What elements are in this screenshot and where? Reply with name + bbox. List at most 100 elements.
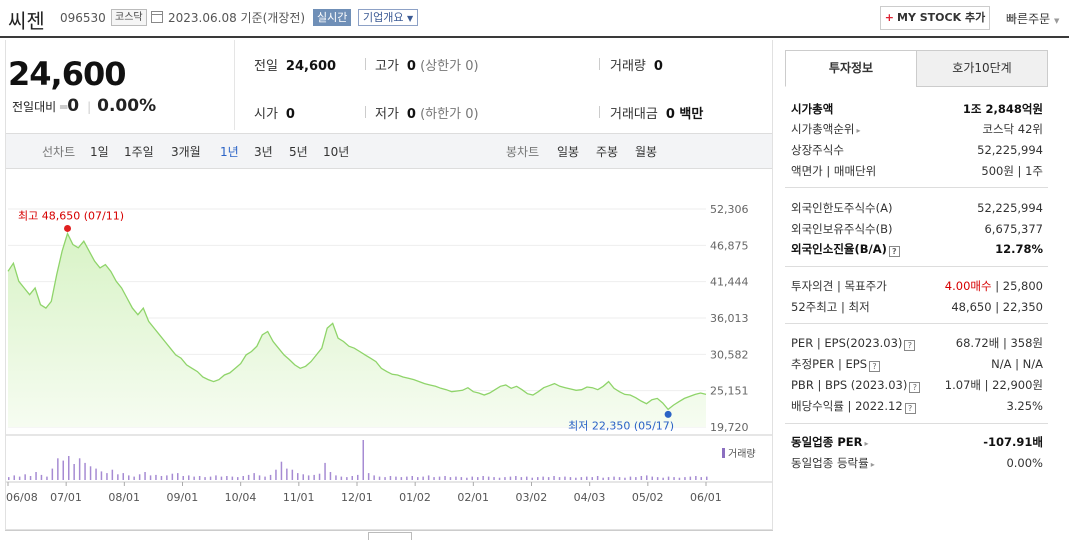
min-price-label: 최저 22,350 (05/17): [568, 419, 674, 432]
volume-bar: [128, 475, 130, 480]
opinion-row: 투자의견 | 목표주가 4.00매수 | 25,800: [791, 279, 1043, 293]
price-change: 전일대비 ═0 | 0.00%: [12, 96, 157, 116]
volume-bar: [177, 473, 179, 480]
volume-bar: [226, 476, 228, 480]
volume-bar: [624, 477, 626, 480]
quick-order-button[interactable]: 빠른주문 ▼: [1006, 12, 1060, 26]
sector-change-row[interactable]: 동일업종 등락률 ▸ 0.00%: [791, 456, 1043, 470]
realtime-button[interactable]: 실시간: [313, 9, 352, 26]
volume-bar: [46, 476, 48, 480]
market-badge: 코스닥: [111, 9, 147, 26]
volume-bar: [138, 474, 141, 480]
market-cap-row: 시가총액 1조 2,848억원: [791, 102, 1043, 116]
volume-bar: [57, 458, 59, 480]
x-tick-label: 08/01: [108, 491, 140, 504]
volume-bar: [313, 474, 315, 480]
sector-per-row[interactable]: 동일업종 PER ▸ -107.91배: [791, 435, 1043, 449]
volume-bar: [629, 476, 632, 480]
volume-bar: [455, 476, 457, 480]
period-3y[interactable]: 3년: [254, 145, 273, 159]
x-tick-label: 01/02: [399, 491, 431, 504]
period-1w[interactable]: 1주일: [124, 145, 154, 159]
dividend-row: 배당수익률 | 2022.12? 3.25%: [791, 399, 1043, 414]
chevron-right-icon: ▸: [864, 439, 869, 448]
period-3m[interactable]: 3개월: [171, 145, 201, 159]
volume-bar: [417, 477, 419, 480]
volume-bar: [526, 476, 528, 480]
tab-orderbook[interactable]: 호가10단계: [916, 50, 1048, 87]
market-cap-rank-row[interactable]: 시가총액순위 ▸ 코스닥 42위: [791, 122, 1043, 136]
volume-bar: [493, 477, 495, 480]
volume-bar: [89, 466, 92, 480]
period-5y[interactable]: 5년: [289, 145, 308, 159]
period-10y[interactable]: 10년: [323, 145, 350, 159]
volume-bar: [384, 477, 386, 480]
price-chart[interactable]: 52,306 46,875 41,444 36,013 30,582 25,151 19,7…: [6, 170, 772, 510]
volume-bar: [667, 476, 670, 480]
x-tick-label: 10/04: [225, 491, 257, 504]
volume-bar: [596, 476, 599, 480]
volume-bar: [651, 476, 653, 480]
volume-bar: [237, 477, 239, 480]
candle-weekly[interactable]: 주봉: [596, 145, 619, 159]
volume-bar: [433, 477, 435, 480]
volume-bar: [618, 477, 621, 480]
volume-bar: [209, 476, 212, 480]
foreign-limit-row: 외국인한도주식수(A) 52,225,994: [791, 201, 1043, 215]
par-value-row: 액면가 | 매매단위 500원 | 1주: [791, 164, 1043, 178]
add-mystock-button[interactable]: + MY STOCK 추가: [880, 6, 990, 30]
volume-bar: [395, 476, 397, 480]
volume-bar: [520, 477, 523, 480]
max-price-label: 최고 48,650 (07/11): [18, 209, 124, 222]
volume-bar: [498, 477, 501, 480]
volume-bar: [487, 476, 490, 480]
volume-bar: [700, 477, 702, 480]
volume-bar: [215, 475, 217, 480]
volume-bar: [182, 476, 184, 480]
volume-bar: [280, 461, 283, 480]
volume-bar: [8, 477, 10, 480]
stock-code: 096530: [60, 11, 106, 25]
volume-bar: [318, 473, 321, 480]
line-chart-label: 선차트: [42, 145, 76, 159]
volume-bar: [231, 476, 234, 480]
help-icon[interactable]: ?: [904, 403, 916, 414]
volume-bar: [427, 475, 430, 480]
volume-bar: [302, 474, 304, 480]
volume-bar: [307, 475, 310, 480]
volume-bar: [144, 472, 146, 480]
help-icon[interactable]: ?: [888, 246, 900, 257]
volume-bar: [253, 473, 255, 480]
period-1y[interactable]: 1년: [220, 145, 239, 159]
volume-bar: [100, 471, 103, 480]
volume-bar: [580, 477, 583, 480]
volume-bar: [678, 477, 681, 480]
stock-header: 씨젠 096530 코스닥 2023.06.08 기준(개장전) 실시간 기업개…: [0, 0, 1069, 38]
scroll-handle[interactable]: [368, 532, 412, 540]
volume-bar: [646, 475, 648, 480]
volume-bar: [149, 475, 152, 480]
candle-daily[interactable]: 일봉: [557, 145, 580, 159]
corp-overview-button[interactable]: 기업개요 ▼: [358, 9, 419, 26]
volume-bar: [422, 476, 424, 480]
volume-bar: [542, 476, 544, 480]
help-icon[interactable]: ?: [909, 382, 921, 393]
y-tick-label: 19,720: [710, 421, 749, 434]
volume-bar: [531, 477, 533, 480]
volume-bar: [122, 473, 124, 480]
volume-bar: [706, 476, 708, 480]
help-icon[interactable]: ?: [869, 361, 881, 372]
candle-monthly[interactable]: 월봉: [635, 145, 658, 159]
stat-open: 시가 0: [254, 107, 295, 122]
volume-bar: [477, 477, 479, 480]
volume-bar: [351, 476, 353, 480]
tab-invest-info[interactable]: 투자정보: [785, 50, 917, 87]
x-tick-label: 03/02: [516, 491, 548, 504]
volume-bar: [329, 472, 332, 480]
period-1d[interactable]: 1일: [90, 145, 109, 159]
volume-bar: [482, 476, 484, 480]
help-icon[interactable]: ?: [904, 340, 916, 351]
x-tick-label: 11/01: [283, 491, 315, 504]
volume-bar: [242, 476, 244, 480]
volume-bar: [635, 477, 637, 480]
